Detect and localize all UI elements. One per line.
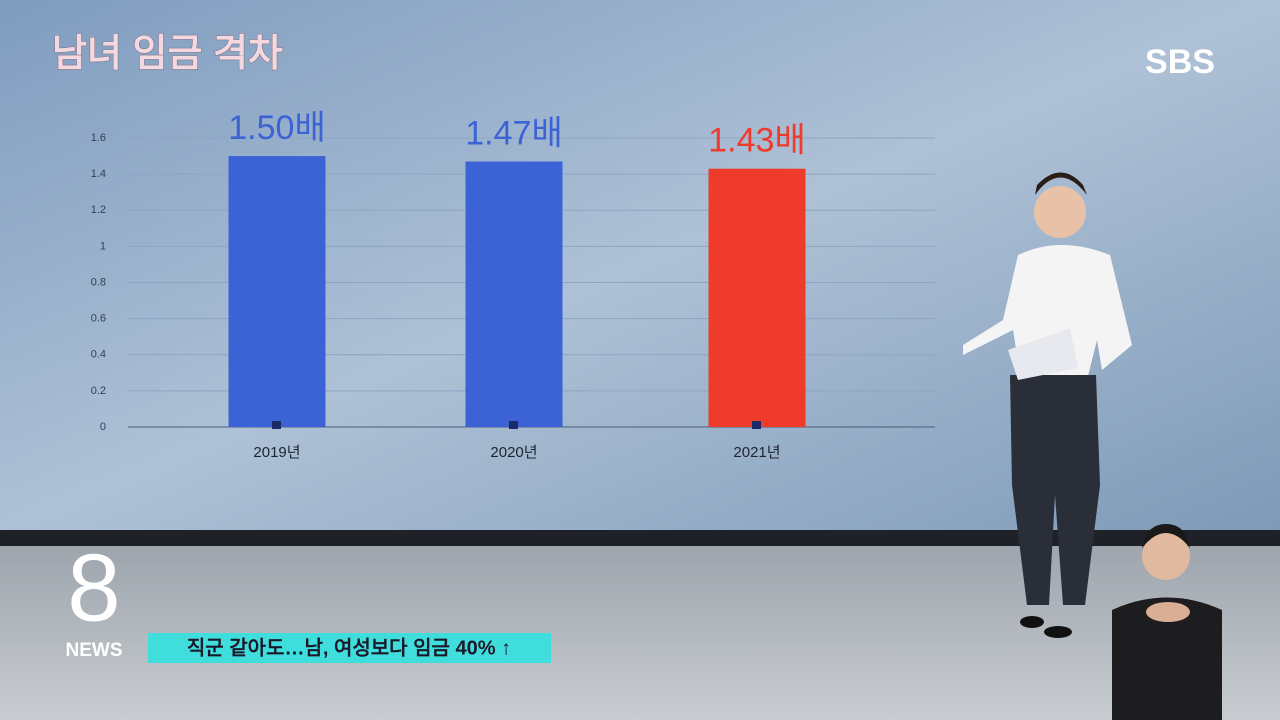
bar-base-marker [752, 421, 761, 429]
caption: 직군 같아도…남, 여성보다 임금 40% ↑ [187, 636, 511, 659]
y-tick-label: 0.2 [91, 385, 106, 397]
bar [228, 156, 326, 427]
value-label: 1.50배 [228, 109, 325, 147]
y-tick-label: 1 [100, 240, 106, 252]
value-label: 1.43배 [708, 122, 805, 160]
y-tick-label: 0 [100, 421, 106, 433]
y-tick-label: 1.4 [91, 168, 106, 180]
y-tick-label: 1.6 [91, 132, 106, 144]
wall-base [0, 530, 1280, 546]
presenter [963, 172, 1132, 638]
chart: 0 0.2 0.4 0.6 0.8 1 1.2 1.4 1.6 2019년 1.50배 2020년 1.… [91, 109, 935, 461]
program-logo: 8 [67, 534, 120, 641]
y-tick-label: 0.8 [91, 276, 106, 288]
bar-base-marker [509, 421, 518, 429]
bar [708, 168, 806, 428]
caption-box [148, 633, 551, 663]
bar [465, 161, 563, 427]
x-tick-label: 2019년 [253, 444, 300, 461]
x-tick-label: 2020년 [490, 444, 537, 461]
y-tick-label: 0.6 [91, 313, 106, 325]
y-tick-label: 0.4 [91, 349, 106, 361]
program-label: NEWS [66, 640, 123, 661]
y-tick-label: 1.2 [91, 204, 106, 216]
x-tick-label: 2021년 [733, 444, 780, 461]
broadcaster-logo: SBS [1145, 43, 1215, 81]
bar-base-marker [272, 421, 281, 429]
value-label: 1.47배 [465, 114, 562, 152]
sign-interpreter [1112, 524, 1222, 720]
chart-title: 남녀 임금 격차 [52, 33, 283, 75]
